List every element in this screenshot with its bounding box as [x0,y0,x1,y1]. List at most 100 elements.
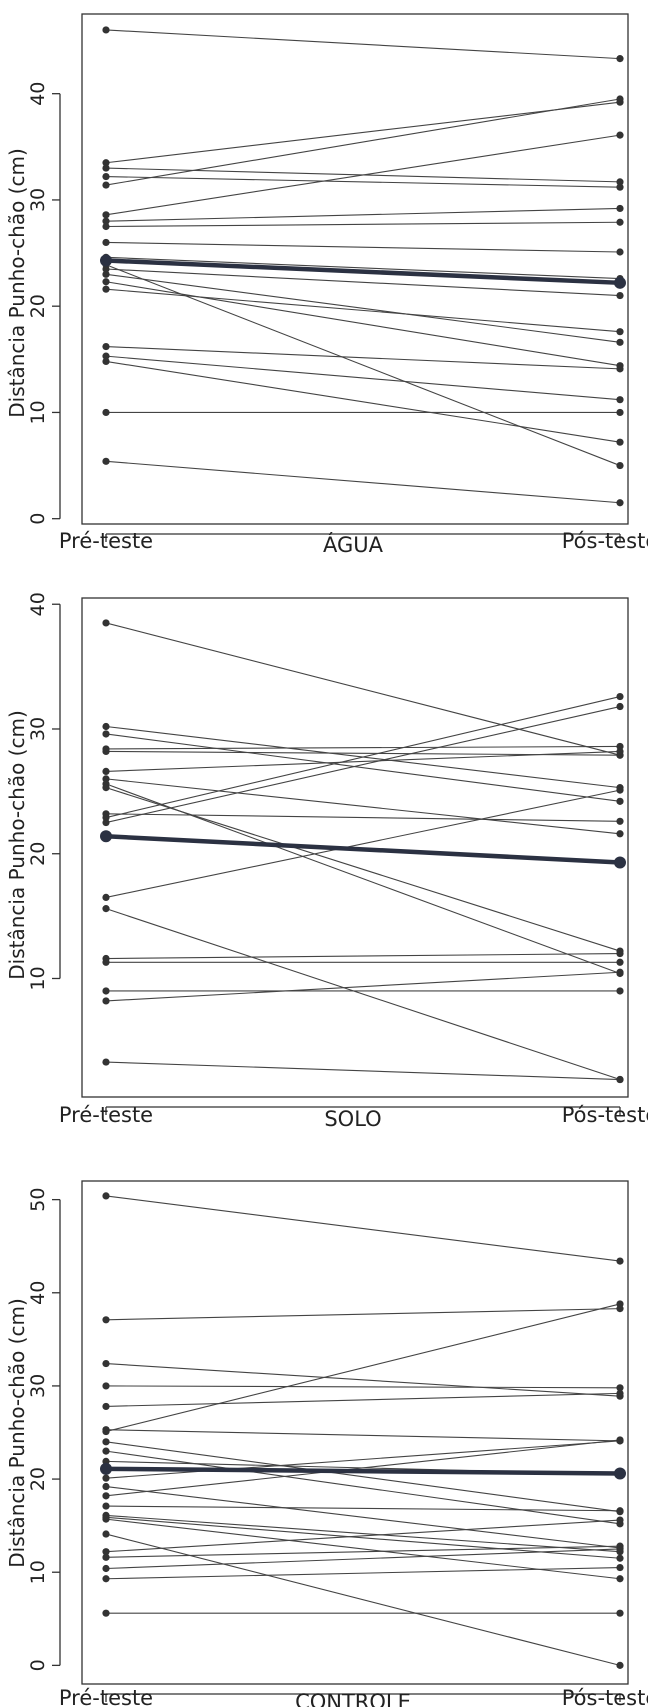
y-tick-label: 40 [27,1281,49,1305]
pre-point [102,1564,110,1573]
y-tick-label: 20 [27,294,49,318]
post-point [616,438,624,446]
y-tick-label: 10 [27,400,49,424]
pre-point [102,1609,110,1617]
group-label: ÁGUA [323,532,384,557]
post-point [616,742,624,751]
post-point [616,408,624,417]
pre-point [102,270,110,278]
post-point [616,248,624,256]
pre-point [102,784,110,792]
pre-point [102,1530,110,1538]
subject-line [105,1514,621,1553]
pre-point [102,1382,110,1390]
pre-point [102,730,110,738]
mean-post-point [614,1467,626,1480]
subject-line [105,1505,621,1512]
post-point [616,1384,624,1392]
post-point [616,1575,624,1583]
pre-point [102,222,110,231]
post-point [616,968,624,976]
subject-line [105,288,621,333]
pre-point [102,172,110,181]
y-tick-label: 40 [27,82,49,106]
post-point [616,183,624,191]
subject-line [105,1519,621,1553]
plot-frame [81,597,629,1098]
x-label-pre: Pré-teste [59,1103,153,1127]
x-label-post: Pós-teste [562,1103,648,1127]
pre-point [102,1438,110,1446]
pre-point [102,1474,110,1482]
y-axis-title: Distância Punho-chão (cm) [5,148,29,417]
post-point [616,1300,624,1308]
subject-line [105,98,621,186]
group-label: SOLO [324,1107,381,1131]
post-point [616,365,624,373]
y-tick-label: 30 [27,717,49,741]
pre-point [102,893,110,902]
pre-point [102,352,110,360]
post-point [616,328,624,336]
mean-pre-point [100,254,112,267]
panel-agua: 0 10 20 30 40 Distância Punho-chão (cm) Pré-te… [5,13,648,557]
pre-point [102,285,110,293]
post-point [616,797,624,805]
pre-point [102,818,110,827]
subject-line [105,241,621,253]
subject-line [105,778,621,835]
subject-line [105,1303,621,1433]
subject-line [105,1533,621,1666]
pre-point [102,1548,110,1556]
pre-point [102,987,110,995]
pre-point [102,1402,110,1411]
post-point [616,499,624,507]
post-point [616,702,624,711]
y-tick-label: 30 [27,188,49,212]
subject-line [105,1485,621,1549]
panel-controle: 0 10 20 30 40 50 Distância Punho-chão (cm) Pré-… [5,1180,648,1707]
pre-point [102,1482,110,1491]
mean-line [105,1466,621,1476]
pre-point [102,342,110,351]
group-label: CONTROLE [295,1690,411,1707]
subject-line [105,745,621,750]
pre-point [102,408,110,417]
subject-line [105,908,621,1081]
subject-line [105,1308,621,1321]
pre-point [102,1447,110,1455]
pre-point [102,1492,110,1500]
subject-line [105,268,621,297]
subject-line [105,134,621,216]
subject-line [105,1429,621,1442]
y-tick-label: 0 [27,1659,49,1671]
pre-point [102,722,110,731]
post-point [616,958,624,966]
subject-line [105,355,621,401]
post-point [616,786,624,794]
y-axis-title: Distância Punho-chão (cm) [5,710,29,979]
y-tick-label: 0 [27,513,49,525]
post-point [616,1661,624,1669]
post-point [616,55,624,63]
pre-point [102,1427,110,1436]
subject-line [105,705,621,824]
subject-line [105,1548,621,1570]
subject-line [105,346,621,370]
x-label-post: Pós-teste [562,529,648,553]
mean-line [105,834,621,865]
post-point [616,692,624,701]
y-tick-label: 50 [27,1188,49,1212]
subject-line [105,696,621,819]
subject-line [105,1440,621,1479]
post-point [616,1545,624,1553]
y-tick-label: 20 [27,1467,49,1491]
pre-point [102,1502,110,1510]
subject-line [105,221,621,228]
pre-point [102,278,110,286]
mean-pre-point [100,1462,112,1475]
post-point [616,1507,624,1515]
subject-line [105,1518,621,1580]
post-point [616,1389,624,1397]
